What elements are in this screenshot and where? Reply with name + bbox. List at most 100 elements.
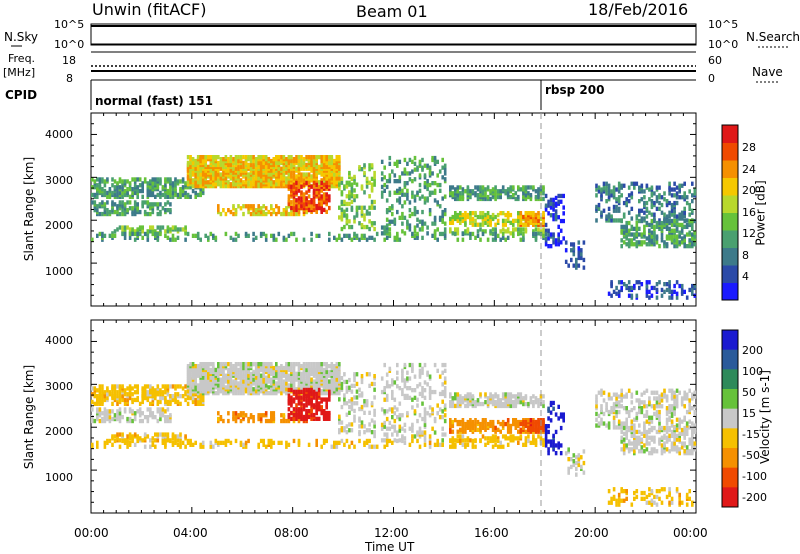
velocity-echo-cell: [353, 383, 356, 388]
power-echo-cell: [194, 233, 197, 238]
velocity-echo-cell: [111, 416, 114, 422]
power-echo-cell: [257, 204, 260, 209]
power-echo-cell: [320, 205, 323, 211]
power-echo-cell: [123, 235, 127, 240]
power-echo-cell: [189, 185, 192, 190]
velocity-echo-cell: [133, 411, 137, 416]
power-echo-cell: [262, 155, 265, 160]
power-echo-cell: [512, 222, 515, 227]
power-echo-cell: [496, 194, 500, 200]
velocity-echo-cell: [98, 418, 102, 424]
velocity-echo-cell: [285, 362, 288, 367]
velocity-echo-cell: [116, 409, 119, 414]
power-echo-cell: [295, 166, 298, 171]
power-echo-cell: [680, 210, 684, 215]
velocity-echo-cell: [464, 403, 467, 409]
velocity-echo-cell: [285, 381, 288, 386]
velocity-echo-cell: [280, 418, 283, 424]
velocity-echo-cell: [373, 387, 376, 392]
power-echo-cell: [491, 187, 495, 192]
velocity-echo-cell: [154, 392, 157, 397]
power-echo-cell: [537, 231, 540, 236]
power-echo-cell: [113, 233, 117, 238]
power-echo-cell: [363, 233, 366, 238]
velocity-echo-cell: [151, 415, 155, 420]
power-echo-cell: [441, 196, 444, 201]
power-echo-cell: [229, 155, 233, 160]
power-echo-cell: [413, 198, 417, 203]
velocity-echo-cell: [320, 389, 323, 394]
power-echo-cell: [126, 225, 129, 230]
power-echo-cell: [300, 155, 303, 160]
velocity-echo-cell: [320, 397, 323, 402]
power-echo-cell: [617, 189, 621, 194]
power-echo-cell: [113, 202, 117, 207]
velocity-echo-cell: [509, 429, 513, 434]
velocity-echo-cell: [519, 392, 523, 397]
power-echo-cell: [653, 216, 656, 221]
power-echo-cell: [416, 223, 419, 228]
velocity-echo-cell: [234, 411, 238, 416]
power-echo-cell: [403, 192, 407, 197]
velocity-echo-cell: [469, 438, 472, 443]
power-ytick: 1000: [45, 265, 73, 278]
velocity-echo-cell: [443, 386, 447, 391]
velocity-echo-cell: [302, 362, 306, 367]
power-echo-cell: [259, 231, 263, 237]
power-echo-cell: [401, 188, 404, 193]
power-echo-cell: [411, 159, 414, 164]
power-echo-cell: [433, 235, 437, 240]
power-echo-cell: [554, 195, 558, 201]
velocity-echo-cell: [136, 384, 139, 389]
power-echo-cell: [534, 218, 538, 223]
power-echo-cell: [529, 193, 533, 198]
power-echo-cell: [118, 177, 122, 182]
power-echo-cell: [668, 295, 671, 300]
velocity-echo-cell: [209, 362, 213, 367]
velocity-echo-cell: [292, 412, 296, 418]
power-echo-cell: [617, 218, 621, 223]
velocity-echo-cell: [179, 401, 182, 406]
power-echo-cell: [491, 216, 495, 222]
power-echo-cell: [653, 242, 656, 247]
velocity-echo-cell: [297, 362, 301, 367]
power-echo-cell: [413, 225, 417, 230]
power-echo-cell: [501, 235, 505, 240]
velocity-echo-cell: [217, 377, 220, 382]
velocity-echo-cell: [280, 413, 283, 418]
velocity-echo-cell: [433, 416, 437, 422]
power-echo-cell: [509, 231, 513, 236]
power-echo-cell: [247, 204, 250, 209]
power-echo-cell: [461, 212, 465, 218]
velocity-echo-cell: [101, 411, 104, 416]
power-echo-cell: [673, 218, 676, 224]
velocity-echo-cell: [219, 362, 223, 367]
power-echo-cell: [360, 233, 364, 238]
power-echo-cell: [328, 237, 331, 242]
power-echo-cell: [691, 287, 694, 293]
power-echo-cell: [416, 165, 419, 170]
power-echo-cell: [128, 231, 132, 237]
velocity-echo-cell: [310, 377, 313, 382]
power-echo-cell: [406, 171, 409, 176]
power-echo-cell: [290, 231, 293, 237]
power-echo-cell: [320, 194, 323, 199]
power-echo-cell: [638, 208, 641, 213]
power-echo-cell: [688, 212, 691, 217]
power-echo-cell: [199, 155, 202, 160]
power-echo-cell: [184, 181, 187, 186]
power-echo-cell: [93, 185, 97, 190]
power-echo-cell: [355, 194, 359, 199]
velocity-echo-cell: [486, 396, 490, 401]
power-echo-cell: [544, 242, 548, 247]
power-echo-cell: [650, 185, 654, 190]
power-echo-cell: [176, 179, 180, 184]
power-echo-cell: [491, 212, 495, 218]
power-echo-cell: [353, 188, 356, 193]
velocity-echo-cell: [537, 403, 540, 409]
power-echo-cell: [328, 155, 331, 160]
power-echo-cell: [464, 229, 467, 234]
power-echo-cell: [496, 233, 500, 238]
velocity-echo-cell: [169, 413, 172, 418]
power-echo-cell: [691, 181, 694, 186]
